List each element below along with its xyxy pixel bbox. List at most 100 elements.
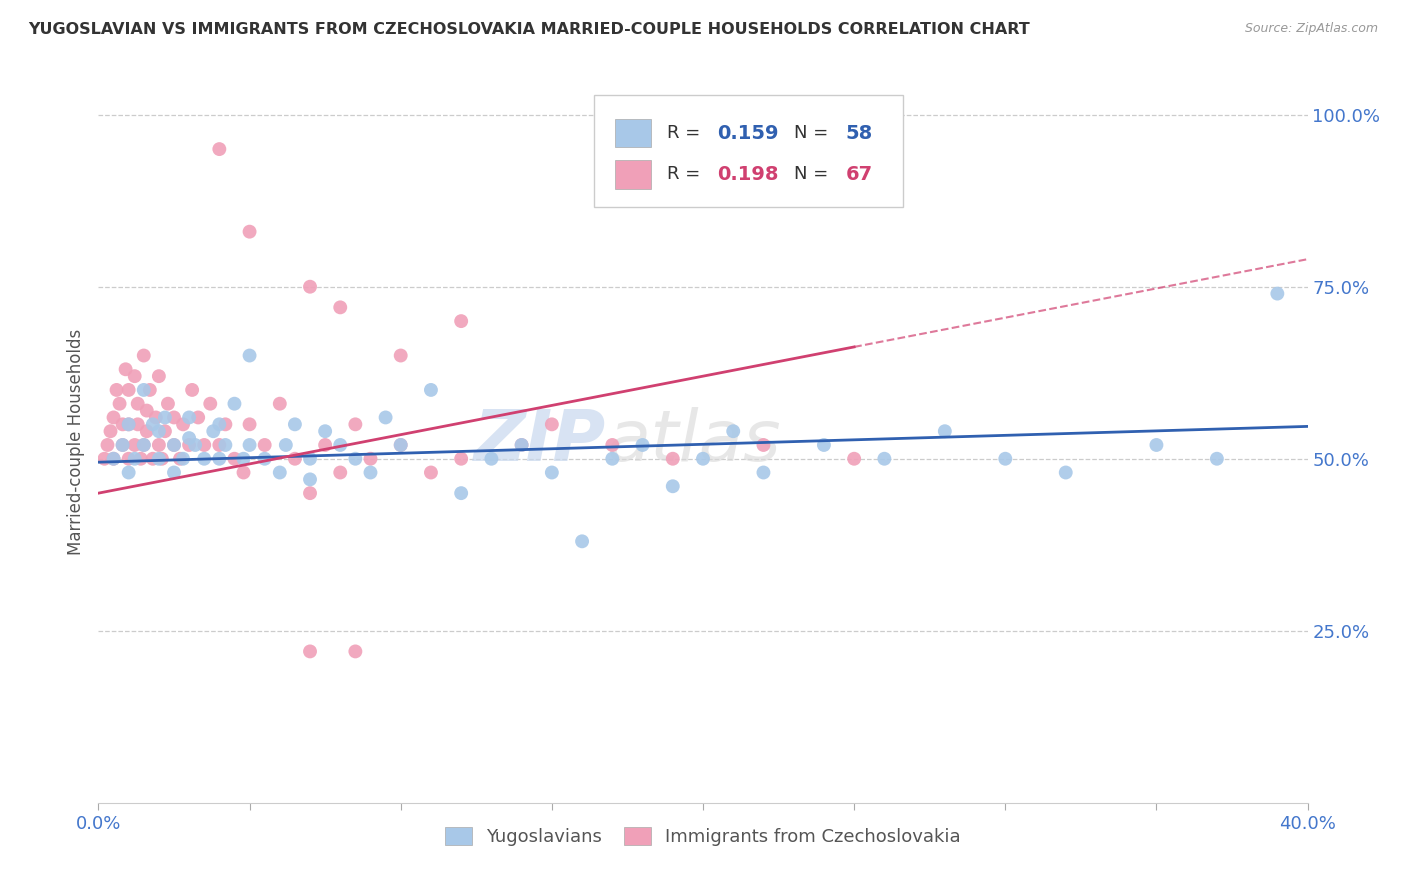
Point xyxy=(232,451,254,466)
Point xyxy=(450,451,472,466)
Point xyxy=(163,466,186,480)
Text: atlas: atlas xyxy=(606,407,780,476)
Point xyxy=(420,383,443,397)
Point xyxy=(163,438,186,452)
Text: N =: N = xyxy=(793,165,834,183)
Point xyxy=(994,451,1017,466)
Point xyxy=(813,438,835,452)
Point xyxy=(118,417,141,432)
Point xyxy=(172,451,194,466)
Point xyxy=(284,451,307,466)
Point xyxy=(269,466,291,480)
Point xyxy=(118,417,141,432)
Text: YUGOSLAVIAN VS IMMIGRANTS FROM CZECHOSLOVAKIA MARRIED-COUPLE HOUSEHOLDS CORRELAT: YUGOSLAVIAN VS IMMIGRANTS FROM CZECHOSLO… xyxy=(28,22,1029,37)
Point xyxy=(108,397,131,411)
Point xyxy=(239,417,262,432)
Point xyxy=(181,383,204,397)
Point xyxy=(114,362,136,376)
Point xyxy=(389,438,412,452)
Point xyxy=(1144,438,1167,452)
Point xyxy=(148,438,170,452)
Point xyxy=(193,438,215,452)
Text: Source: ZipAtlas.com: Source: ZipAtlas.com xyxy=(1244,22,1378,36)
Point xyxy=(124,438,146,452)
Point xyxy=(232,466,254,480)
Point xyxy=(420,466,443,480)
Point xyxy=(571,534,593,549)
Point xyxy=(661,451,683,466)
Point xyxy=(179,431,201,445)
Point xyxy=(93,451,115,466)
Point xyxy=(187,410,209,425)
Point xyxy=(127,397,149,411)
Point xyxy=(540,466,562,480)
Point xyxy=(193,451,215,466)
Point xyxy=(1206,451,1229,466)
Point xyxy=(103,451,125,466)
Point xyxy=(127,417,149,432)
Point xyxy=(148,424,170,438)
Point xyxy=(934,424,956,438)
Text: 58: 58 xyxy=(845,123,873,143)
Point xyxy=(208,451,231,466)
Point xyxy=(299,472,322,486)
FancyBboxPatch shape xyxy=(614,119,651,147)
Point xyxy=(208,417,231,432)
Point xyxy=(873,451,896,466)
Text: ZIP: ZIP xyxy=(474,407,606,476)
Point xyxy=(752,438,775,452)
Point xyxy=(269,397,291,411)
Point xyxy=(389,438,412,452)
Point xyxy=(208,438,231,452)
Point xyxy=(450,314,472,328)
Point xyxy=(844,451,866,466)
Point xyxy=(253,451,276,466)
Point xyxy=(103,410,125,425)
Point xyxy=(129,451,152,466)
Point xyxy=(284,417,307,432)
Point xyxy=(118,383,141,397)
Text: N =: N = xyxy=(793,124,834,142)
Point xyxy=(602,438,624,452)
Text: R =: R = xyxy=(666,124,706,142)
Point xyxy=(344,644,367,658)
Point xyxy=(163,438,186,452)
Point xyxy=(111,438,134,452)
Point xyxy=(723,424,745,438)
Point xyxy=(135,403,157,417)
Point xyxy=(184,438,207,452)
Point xyxy=(344,417,367,432)
Point xyxy=(239,438,262,452)
Legend: Yugoslavians, Immigrants from Czechoslovakia: Yugoslavians, Immigrants from Czechoslov… xyxy=(436,818,970,855)
Point xyxy=(314,424,336,438)
Point xyxy=(450,486,472,500)
Point xyxy=(118,466,141,480)
FancyBboxPatch shape xyxy=(595,95,903,207)
Point xyxy=(156,397,179,411)
Point xyxy=(274,438,297,452)
Point xyxy=(153,410,176,425)
Point xyxy=(200,397,222,411)
Point xyxy=(124,369,146,384)
Point xyxy=(253,438,276,452)
Point xyxy=(314,438,336,452)
Point xyxy=(145,410,167,425)
Point xyxy=(169,451,191,466)
Point xyxy=(299,486,322,500)
Point xyxy=(100,424,122,438)
Point xyxy=(105,383,128,397)
Point xyxy=(150,451,173,466)
Point xyxy=(1054,466,1077,480)
Point xyxy=(214,438,236,452)
Point xyxy=(631,438,654,452)
Point xyxy=(510,438,533,452)
Point xyxy=(132,349,155,363)
Point xyxy=(239,349,262,363)
Point xyxy=(111,438,134,452)
Point xyxy=(510,438,533,452)
Point xyxy=(179,438,201,452)
Point xyxy=(96,438,118,452)
Point xyxy=(179,410,201,425)
Point xyxy=(132,438,155,452)
Point xyxy=(153,424,176,438)
